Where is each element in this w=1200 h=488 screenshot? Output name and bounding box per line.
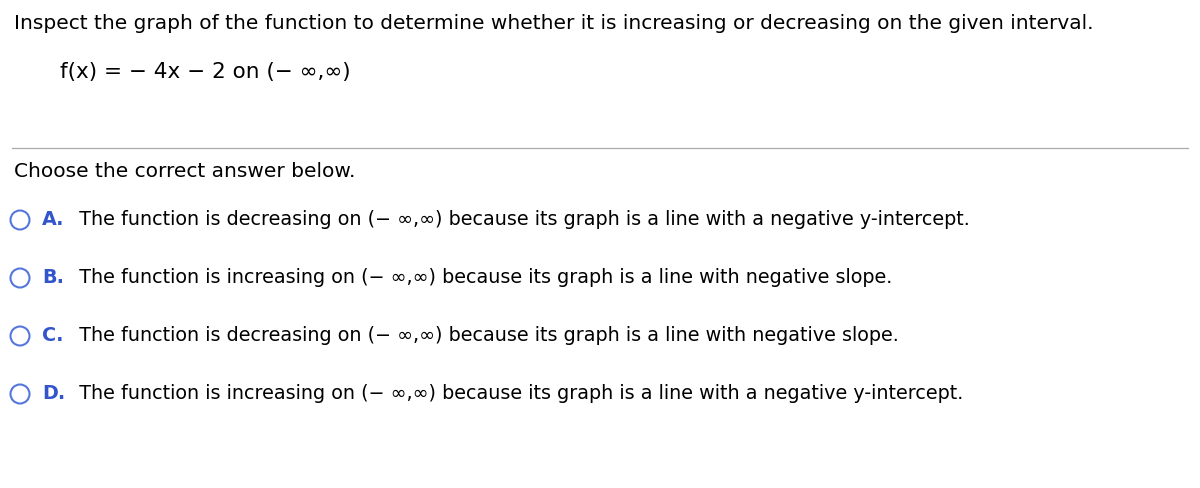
Text: The function is increasing on (− ∞,∞) because its graph is a line with a negativ: The function is increasing on (− ∞,∞) be… [67, 384, 964, 403]
Text: B.: B. [42, 268, 64, 287]
Text: The function is decreasing on (− ∞,∞) because its graph is a line with negative : The function is decreasing on (− ∞,∞) be… [67, 326, 899, 345]
Text: A.: A. [42, 210, 65, 229]
Text: Inspect the graph of the function to determine whether it is increasing or decre: Inspect the graph of the function to det… [14, 14, 1093, 33]
Text: f(x) = − 4x − 2 on (− ∞,∞): f(x) = − 4x − 2 on (− ∞,∞) [60, 62, 350, 82]
Text: Choose the correct answer below.: Choose the correct answer below. [14, 162, 355, 181]
Text: The function is increasing on (− ∞,∞) because its graph is a line with negative : The function is increasing on (− ∞,∞) be… [67, 268, 893, 287]
Text: C.: C. [42, 326, 64, 345]
Text: The function is decreasing on (− ∞,∞) because its graph is a line with a negativ: The function is decreasing on (− ∞,∞) be… [67, 210, 970, 229]
Text: D.: D. [42, 384, 65, 403]
